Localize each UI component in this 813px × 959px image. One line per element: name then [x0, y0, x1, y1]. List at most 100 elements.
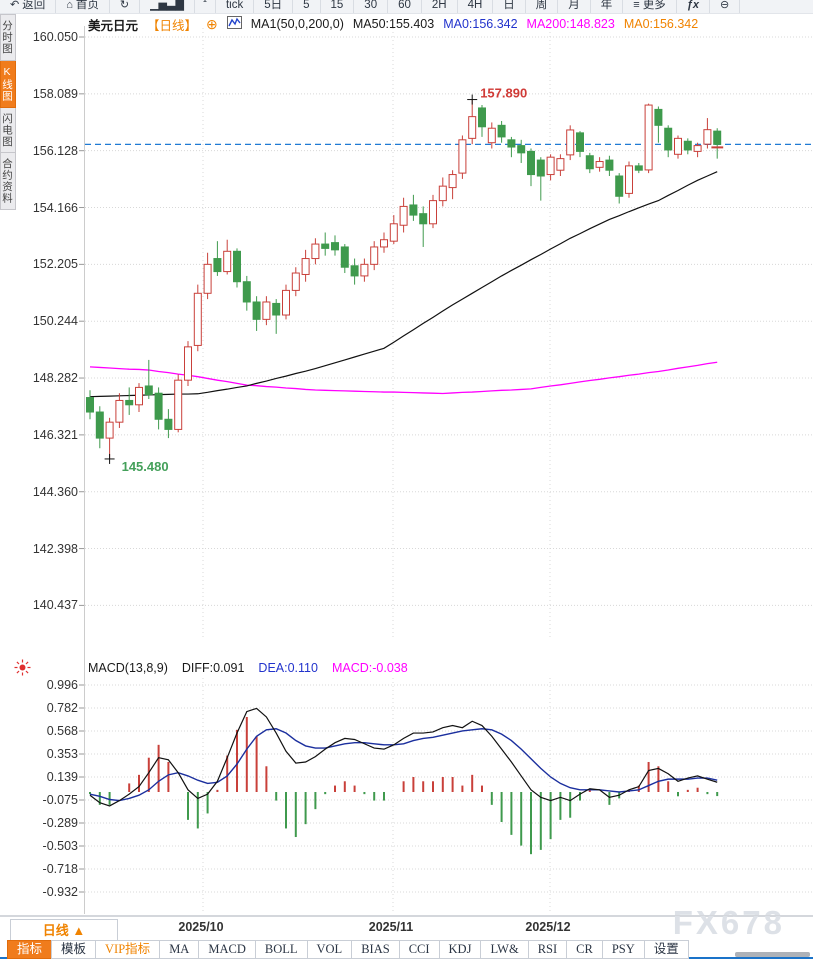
ma50-value: MA50:155.403	[352, 17, 435, 31]
indicator-tab-LW&[interactable]: LW&	[480, 940, 529, 959]
interval-button-60[interactable]: 60	[388, 0, 422, 13]
price-axis-label: 154.166	[32, 200, 78, 215]
price-axis-label: 156.128	[32, 143, 78, 158]
candle	[331, 242, 339, 251]
candle	[605, 159, 614, 171]
indicator-tab-BIAS[interactable]: BIAS	[351, 940, 400, 959]
interval-button-月[interactable]: 月	[558, 0, 591, 13]
indicator-tab-指标[interactable]: 指标	[7, 940, 53, 959]
candle	[282, 289, 290, 316]
sidebar-tab-合约资料[interactable]: 合约资料	[0, 153, 16, 210]
candle	[311, 243, 320, 260]
macd-axis-label: 0.353	[46, 747, 78, 761]
add-indicator-icon[interactable]: ⊕	[206, 15, 218, 32]
volume-bars-button[interactable]: ꜙꜙ	[195, 0, 216, 13]
candle	[693, 145, 702, 152]
home-button[interactable]: ⌂ 首页	[56, 0, 110, 13]
interval-button-2H[interactable]: 2H	[422, 0, 458, 13]
sidebar-tab-K线图[interactable]: K线图	[0, 60, 16, 108]
macd-axis-label: -0.289	[42, 816, 78, 830]
price-axis-label: 152.205	[32, 257, 78, 272]
menu-icon: ≡	[633, 0, 640, 11]
indicator-tab-设置[interactable]: 设置	[643, 940, 689, 959]
candle	[713, 130, 722, 145]
indicator-tab-KDJ[interactable]: KDJ	[438, 940, 482, 959]
indicator-tab-RSI[interactable]: RSI	[527, 940, 568, 959]
interval-button-30[interactable]: 30	[354, 0, 389, 13]
candle	[487, 127, 496, 144]
symbol-name: 美元日元	[88, 18, 139, 33]
candle	[321, 243, 330, 249]
toolbar-item-label: 30	[364, 0, 378, 11]
zoom-out-button[interactable]: ⊖	[710, 0, 741, 13]
macd-histogram[interactable]	[89, 716, 719, 855]
candle	[664, 127, 673, 151]
candle	[634, 165, 643, 171]
candle	[615, 175, 624, 197]
price-axis-label: 160.050	[32, 30, 78, 44]
candle	[625, 165, 633, 194]
candle	[174, 379, 183, 430]
indicator-tab-CR[interactable]: CR	[566, 940, 603, 959]
month-label: 2025/12	[525, 920, 571, 934]
candle	[95, 411, 104, 439]
indicator-tab-VOL[interactable]: VOL	[306, 940, 353, 959]
toolbar-item-label: 首页	[75, 0, 99, 11]
interval-button-5日[interactable]: 5日	[254, 0, 294, 13]
fx-button[interactable]: ƒx	[677, 0, 710, 13]
sidebar-tab-闪电图[interactable]: 闪电图	[0, 107, 16, 153]
indicator-tab-MACD[interactable]: MACD	[198, 940, 256, 959]
candle	[125, 399, 134, 406]
price-axis-label: 158.089	[32, 86, 78, 101]
back-arrow-button[interactable]: ↶ 返回	[0, 0, 57, 13]
candle	[242, 281, 251, 303]
macd-settings-icon[interactable]	[14, 659, 31, 676]
candle	[233, 250, 241, 283]
bar-chart-button[interactable]: ▁▅▃▇	[140, 0, 195, 13]
indicator-tab-CCI[interactable]: CCI	[398, 940, 440, 959]
ma0-blue-value: MA0:156.342	[443, 17, 518, 31]
interval-button-日[interactable]: 日	[493, 0, 526, 13]
refresh-button[interactable]: ↻	[110, 0, 141, 13]
candle	[497, 124, 506, 138]
indicator-tab-BOLL[interactable]: BOLL	[254, 940, 308, 959]
toolbar-item-label: 日	[503, 0, 515, 11]
diff-line	[89, 707, 718, 807]
diff-value: DIFF:0.091	[181, 661, 245, 675]
interval-button-周[interactable]: 周	[526, 0, 559, 13]
candlestick-series[interactable]	[86, 99, 722, 459]
mini-chart-icon[interactable]	[226, 16, 242, 32]
candle	[438, 185, 447, 202]
price-axis-label: 142.398	[32, 541, 78, 556]
ma-params-label: MA1(50,0,200,0)	[250, 17, 344, 31]
horizontal-scrollbar-thumb[interactable]	[735, 952, 810, 957]
interval-button-15[interactable]: 15	[321, 0, 355, 13]
price-axis-label: 146.321	[32, 427, 78, 442]
candle	[703, 129, 712, 145]
toolbar-item-label: 更多	[642, 0, 666, 11]
candle	[644, 104, 653, 171]
interval-button-年[interactable]: 年	[591, 0, 624, 13]
candle	[380, 239, 388, 248]
month-label: 2025/10	[178, 920, 224, 934]
sidebar-tab-分时图[interactable]: 分时图	[0, 14, 16, 61]
candle	[448, 174, 457, 189]
candle	[595, 161, 604, 168]
toolbar-item-label: 4H	[467, 0, 483, 11]
indicator-tab-PSY[interactable]: PSY	[601, 940, 645, 959]
indicator-tab-MA[interactable]: MA	[159, 940, 200, 959]
indicator-tab-模板[interactable]: 模板	[51, 940, 97, 959]
interval-button-5[interactable]: 5	[293, 0, 321, 13]
indicator-tab-VIP指标[interactable]: VIP指标	[95, 940, 161, 959]
toolbar-item-label: 周	[535, 0, 548, 11]
macd-axis-label: 0.568	[46, 724, 78, 738]
menu-button[interactable]: ≡ 更多	[623, 0, 677, 13]
low-price-label: 145.480	[122, 459, 169, 474]
candle	[135, 386, 143, 406]
price-axis-label: 148.282	[32, 371, 78, 386]
candle	[272, 302, 281, 316]
fx678-watermark: FX678	[672, 904, 785, 941]
interval-button-tick[interactable]: tick	[216, 0, 255, 13]
interval-button-4H[interactable]: 4H	[458, 0, 494, 13]
